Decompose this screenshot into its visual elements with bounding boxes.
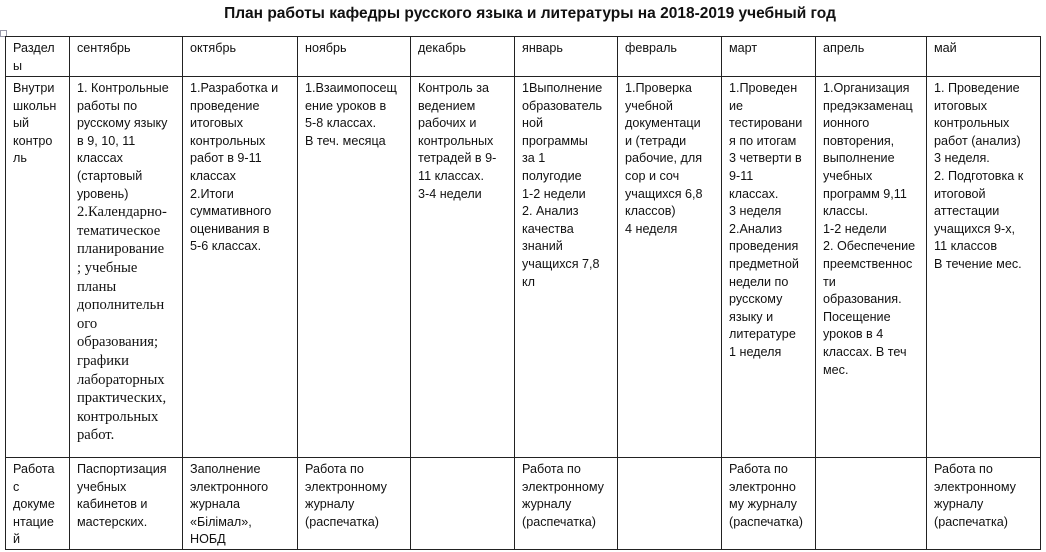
table-cell: 1. Контрольные работы по русскому языку … (69, 76, 183, 458)
table-cell: 1Выполнение образователь ной программы з… (514, 76, 618, 458)
table-cell: 1.Организация предэкзаменац ионного повт… (815, 76, 927, 458)
header-cell: март (721, 36, 816, 77)
table-cell: 1.Проверка учебной документаци и (тетрад… (617, 76, 722, 458)
page-title: План работы кафедры русского языка и лит… (224, 5, 836, 22)
table-cell (815, 457, 927, 550)
table-cell: Работа по электронно му журналу (распеча… (721, 457, 816, 550)
table-row: Работа с докуме нтацие й Паспортизация у… (5, 457, 1041, 550)
header-row: Раздел ы сентябрь октябрь ноябрь декабрь… (5, 36, 1041, 77)
table-cell (617, 457, 722, 550)
section-cell: Работа с докуме нтацие й (5, 457, 70, 550)
table-cell: 1. Проведение итоговых контрольных работ… (926, 76, 1041, 458)
table-cell: Паспортизация учебных кабинетов и мастер… (69, 457, 183, 550)
table-cell (410, 457, 515, 550)
work-plan-table: Раздел ы сентябрь октябрь ноябрь декабрь… (5, 36, 1041, 550)
table-cell: 1.Проведен ие тестировани я по итогам 3 … (721, 76, 816, 458)
table-cell: Работа по электронному журналу (распечат… (926, 457, 1041, 550)
header-cell: Раздел ы (5, 36, 70, 77)
header-cell: май (926, 36, 1041, 77)
table-cell: Заполнение электронного журнала «Білімал… (182, 457, 298, 550)
header-cell: сентябрь (69, 36, 183, 77)
header-cell: февраль (617, 36, 722, 77)
header-cell: октябрь (182, 36, 298, 77)
header-cell: ноябрь (297, 36, 411, 77)
table-cell: 1.Взаимопосещ ение уроков в 5-8 классах.… (297, 76, 411, 458)
cell-text: 1. Контрольные работы по русскому языку … (77, 81, 169, 201)
table-cell: Контроль за ведением рабочих и контрольн… (410, 76, 515, 458)
cell-text: 2.Календарно- тематическое планирование … (77, 204, 167, 444)
table-row: Внутри школьн ый контро ль 1. Контрольны… (5, 76, 1041, 458)
table-cell: 1.Разработка и проведение итоговых контр… (182, 76, 298, 458)
header-cell: декабрь (410, 36, 515, 77)
header-cell: апрель (815, 36, 927, 77)
table-move-handle-icon[interactable] (0, 30, 7, 37)
table-cell: Работа по электронному журналу (распечат… (297, 457, 411, 550)
table-cell: Работа по электронному журналу (распечат… (514, 457, 618, 550)
section-cell: Внутри школьн ый контро ль (5, 76, 70, 458)
header-cell: январь (514, 36, 618, 77)
